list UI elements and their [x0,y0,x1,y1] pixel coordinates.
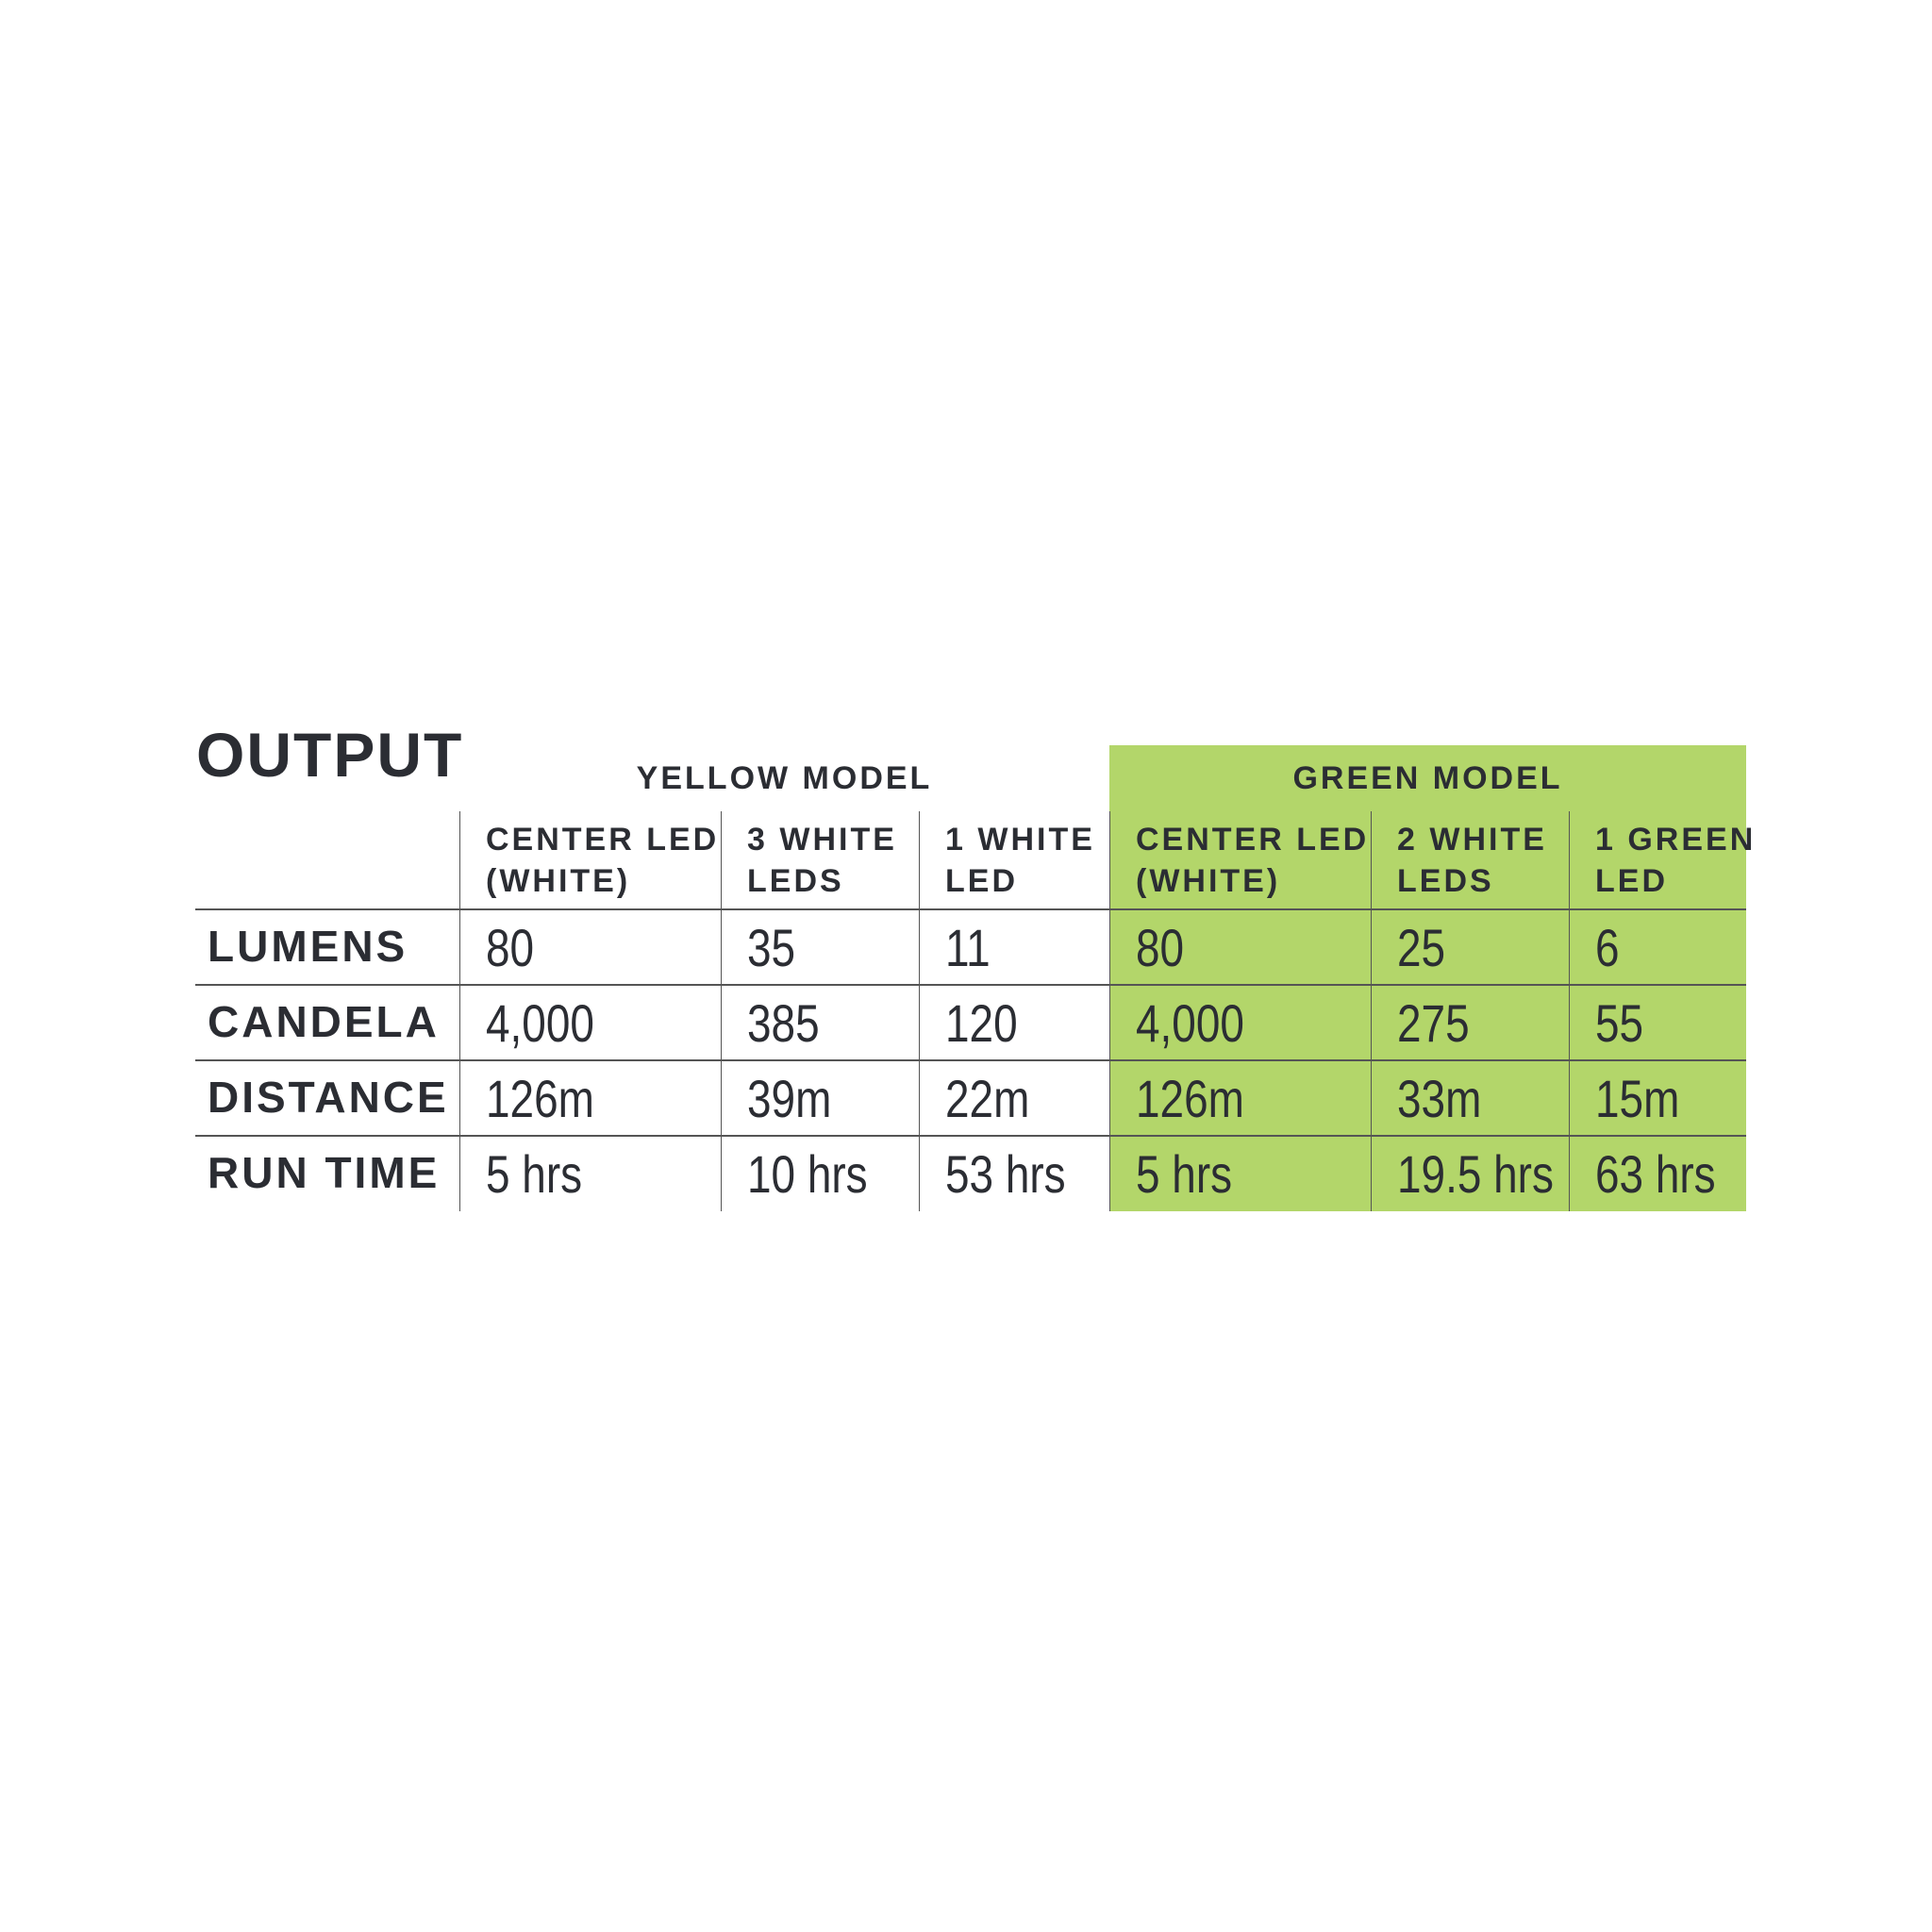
table-cell: 126m [486,1069,594,1128]
column-divider [1109,811,1110,1211]
table-cell: 53 hrs [945,1144,1066,1204]
table-cell: 4,000 [1136,993,1244,1053]
row-label: RUN TIME [208,1148,441,1197]
table-cell: 80 [486,918,535,977]
table-cell: 120 [945,993,1018,1053]
column-header: CENTER LED (WHITE) [1136,822,1370,899]
table-cell: 6 [1595,918,1620,977]
column-divider [1371,811,1372,1211]
table-cell: 4,000 [486,993,594,1053]
table-cell: 15m [1595,1069,1680,1128]
table-cell: 385 [747,993,820,1053]
table-cell: 25 [1397,918,1446,977]
row-label: DISTANCE [208,1073,449,1122]
column-divider [919,811,920,1211]
table-cell: 5 hrs [1136,1144,1233,1204]
group-header-green: GREEN MODEL [1292,760,1563,796]
row-label: LUMENS [208,922,408,971]
table-cell: 126m [1136,1069,1244,1128]
column-header: 1 GREEN LED [1595,822,1757,899]
table-cell: 80 [1136,918,1185,977]
green-model-background [1109,745,1746,1211]
row-divider [195,908,1746,910]
table-cell: 11 [945,918,991,977]
table-cell: 63 hrs [1595,1144,1716,1204]
table-title: OUTPUT [196,720,464,790]
table-cell: 55 [1595,993,1644,1053]
column-divider [721,811,722,1211]
table-cell: 10 hrs [747,1144,868,1204]
table-cell: 19.5 hrs [1397,1144,1554,1204]
table-cell: 5 hrs [486,1144,583,1204]
row-label: CANDELA [208,997,440,1046]
column-divider [1569,811,1570,1211]
table-cell: 39m [747,1069,832,1128]
row-divider [195,1059,1746,1061]
row-divider [195,1135,1746,1137]
column-header: 3 WHITE LEDS [747,822,897,899]
column-header: 2 WHITE LEDS [1397,822,1547,899]
table-cell: 275 [1397,993,1470,1053]
column-header: CENTER LED (WHITE) [486,822,720,899]
column-header: 1 WHITE LED [945,822,1095,899]
table-cell: 35 [747,918,796,977]
table-cell: 22m [945,1069,1030,1128]
row-divider [195,984,1746,986]
column-divider [459,811,460,1211]
group-header-yellow: YELLOW MODEL [636,760,933,796]
table-cell: 33m [1397,1069,1482,1128]
